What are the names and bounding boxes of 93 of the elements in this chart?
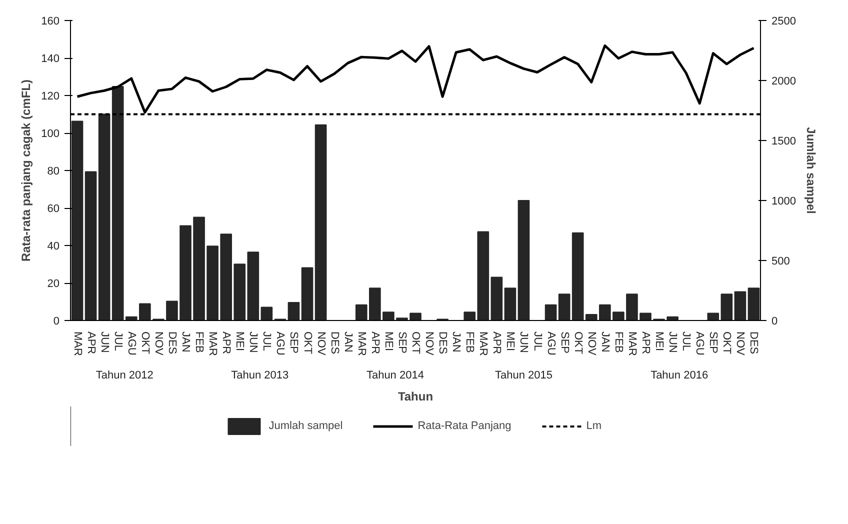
y-tick-label: 140 (41, 53, 60, 65)
x-tick-label: AGU (274, 332, 286, 356)
x-tick-label: JUL (112, 332, 124, 352)
x-tick-label: OKT (301, 332, 314, 354)
y2-axis-title: Jumlah sampel (804, 127, 818, 214)
bar (98, 114, 110, 320)
y-tick-label: 0 (53, 316, 60, 328)
x-tick-label: DES (436, 332, 449, 354)
y2-tick-label: 2000 (772, 76, 796, 88)
x-tick-label: FEB (193, 332, 206, 353)
x-tick-label: SEP (707, 332, 720, 354)
bar (748, 288, 760, 320)
x-tick-label: NOV (734, 332, 746, 356)
x-tick-label: JUN (666, 332, 679, 353)
x-tick-label: APR (84, 332, 97, 354)
text: Tahun 2012 (96, 370, 154, 382)
bar (558, 294, 570, 320)
x-tick-label: MAR (71, 332, 84, 356)
x-tick-label: JUL (531, 332, 544, 352)
bar (518, 200, 530, 320)
x-tick-label: MEI (382, 332, 394, 352)
y-tick-label: 40 (47, 240, 60, 252)
x-tick-label: JUN (247, 332, 260, 353)
y2-tick-label: 2500 (772, 16, 796, 28)
x-tick-label: JUN (518, 332, 530, 353)
y-tick-label: 60 (47, 203, 60, 215)
y2-tick-label: 1500 (772, 136, 796, 148)
y2-tick-label: 500 (772, 256, 790, 268)
bar (84, 171, 97, 320)
x-tick-label: OKT (720, 332, 733, 354)
x-tick-label: MAR (355, 332, 368, 356)
text: Tahun 2014 (366, 370, 424, 382)
x-tick-label: MAR (626, 332, 638, 356)
y2-tick-label: 0 (772, 316, 778, 328)
bar (301, 267, 314, 320)
text: Tahun 2015 (494, 370, 552, 382)
x-tick-label: NOV (314, 332, 327, 356)
bar (260, 306, 273, 320)
x-tick-label: APR (490, 332, 503, 354)
x-tick-label: OKT (572, 332, 584, 354)
x-tick-label: FEB (464, 332, 476, 353)
y2-tick-label: 1000 (772, 196, 796, 208)
legend-label: Jumlah sampel (268, 420, 343, 432)
legend-label: Lm (586, 420, 603, 432)
y-tick-label: 160 (41, 16, 60, 28)
x-tick-label: MAR (206, 332, 219, 356)
x-tick-label: JAN (180, 332, 192, 352)
x-tick-label: AGU (544, 332, 557, 356)
x-tick-label: JUL (260, 332, 273, 352)
y-tick-label: 120 (41, 90, 60, 102)
x-tick-label: DES (328, 332, 340, 354)
x-tick-label: MEI (234, 332, 246, 352)
x-tick-label: AGU (694, 332, 706, 356)
bar (490, 276, 503, 320)
x-tick-label: SEP (396, 332, 408, 354)
bar (504, 288, 516, 320)
x-tick-label: FEB (612, 332, 624, 353)
x-tick-label: JAN (342, 332, 354, 352)
bar (720, 294, 733, 320)
x-tick-label: APR (220, 332, 232, 354)
bar (707, 312, 720, 320)
x-tick-label: JUL (680, 332, 692, 352)
bar (71, 120, 84, 320)
x-tick-label: OKT (138, 332, 151, 354)
y-axis-title: Rata-rata panjang cagak (cmFL) (19, 79, 34, 262)
x-tick-label: AGU (125, 332, 138, 356)
legend-label: Rata-Rata Panjang (418, 420, 512, 432)
x-tick-label: NOV (585, 332, 598, 356)
bar (288, 302, 300, 320)
bar (544, 304, 557, 320)
bar (734, 291, 746, 320)
x-tick-label: MAR (477, 332, 490, 356)
y-tick-label: 80 (47, 166, 60, 178)
x-tick-label: SEP (558, 332, 570, 354)
x-tick-label: NOV (152, 332, 164, 356)
y-tick-label: 100 (41, 128, 60, 140)
x-tick-label: NOV (423, 332, 436, 356)
y-tick-label: 20 (47, 278, 60, 290)
x-tick-label: APR (368, 332, 381, 354)
text: Tahun 2013 (231, 370, 289, 382)
x-tick-label: JUN (98, 332, 110, 353)
x-tick-label: OKT (410, 332, 422, 354)
x-tick-label: DES (748, 332, 760, 354)
x-tick-label: JAN (598, 332, 611, 352)
x-tick-label: APR (640, 332, 652, 354)
text: Tahun 2016 (650, 370, 708, 382)
x-tick-label: MEI (653, 332, 666, 352)
x-tick-label: JAN (450, 332, 462, 352)
x-tick-label: SEP (288, 332, 300, 354)
x-tick-label: DES (166, 332, 178, 354)
x-axis-title: Tahun (398, 390, 434, 404)
bar (314, 124, 327, 320)
x-tick-label: MEI (504, 332, 516, 352)
